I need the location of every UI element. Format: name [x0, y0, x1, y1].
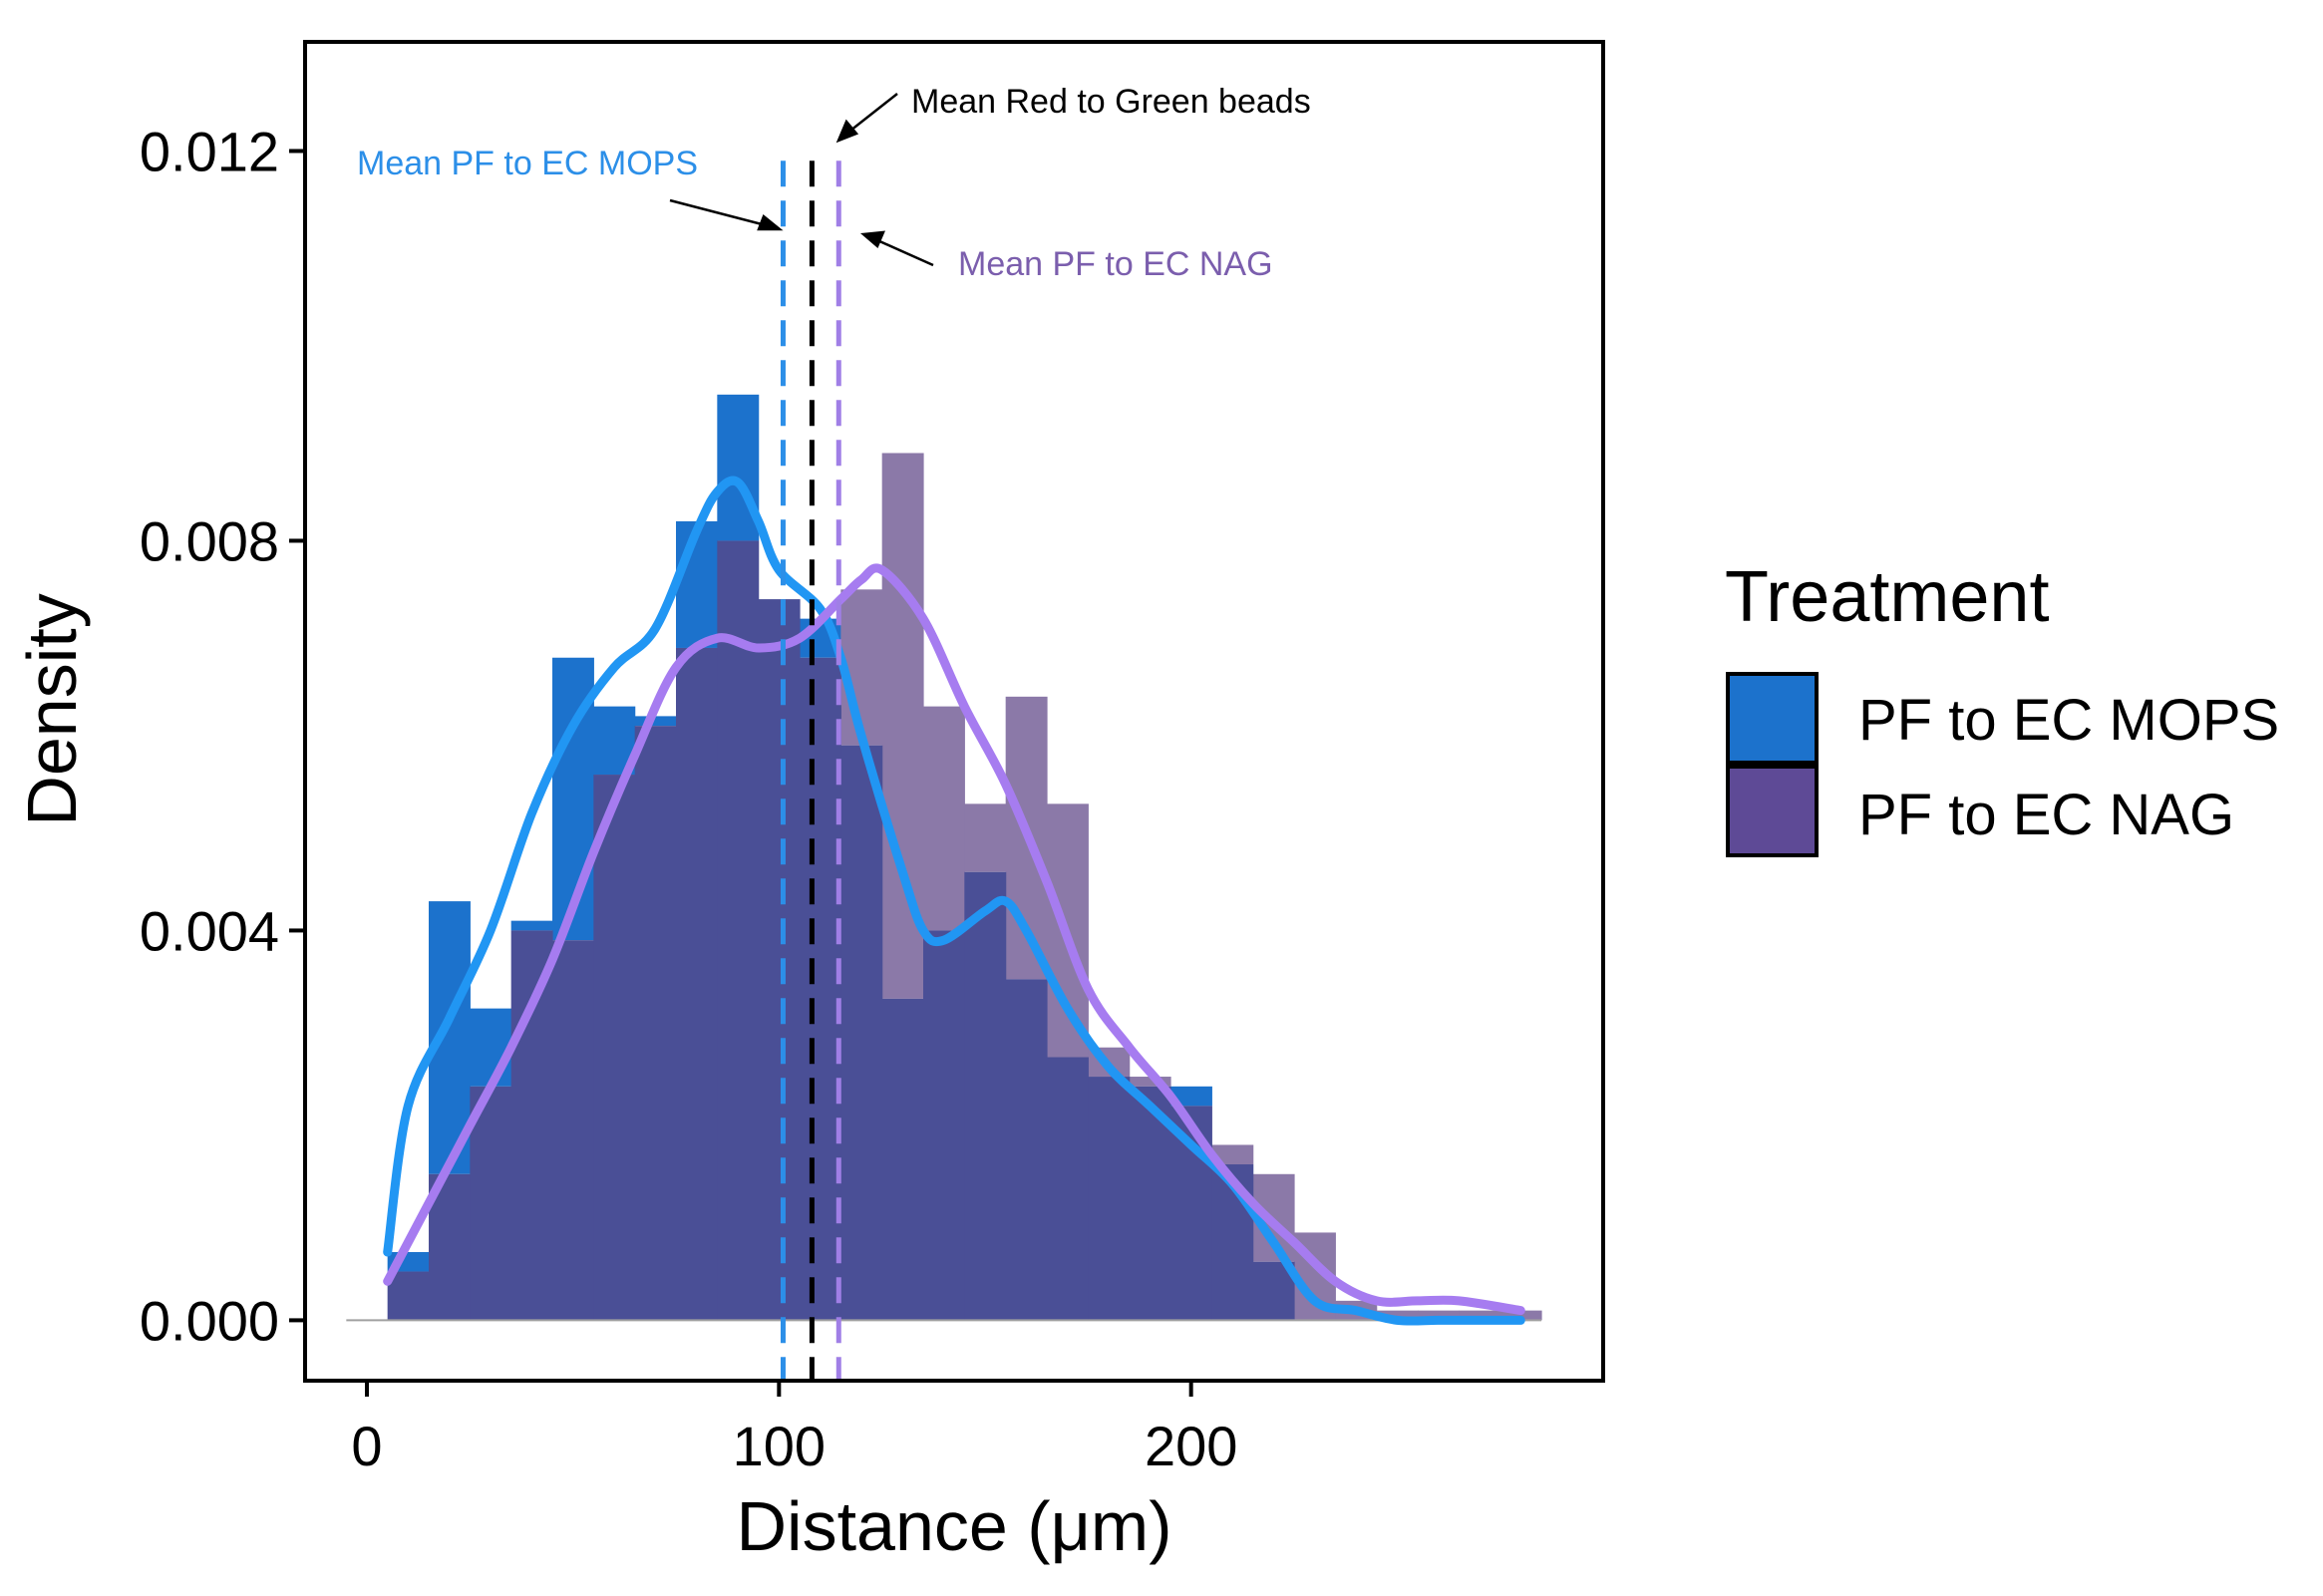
mops-bar: [510, 920, 553, 931]
overlap-bar: [1088, 1077, 1131, 1321]
y-tick-label: 0.004: [140, 899, 279, 962]
annotation-beads: Mean Red to Green beads: [911, 83, 1311, 121]
nag-bar: [964, 803, 1007, 872]
y-axis-title: Density: [13, 593, 91, 825]
arrow-nag: [876, 238, 934, 267]
nag-density-curve: [383, 563, 1525, 1316]
legend: Treatment PF to EC MOPS PF to EC NAG: [1725, 557, 2279, 857]
x-axis-title: Distance (μm): [736, 1487, 1171, 1565]
x-tick-label: 100: [733, 1415, 826, 1477]
mops-bar: [470, 1008, 512, 1087]
overlap-bar: [1005, 979, 1048, 1321]
y-tick-label: 0.000: [140, 1289, 279, 1352]
annotation-arrows: [669, 93, 934, 267]
overlap-bar: [634, 726, 677, 1321]
overlap-bar: [510, 930, 553, 1321]
overlap-bar: [717, 540, 760, 1321]
nag-bar: [1499, 1310, 1542, 1321]
mean-lines: [780, 160, 841, 1381]
overlap-bar: [1170, 1106, 1212, 1321]
arrow-mops: [669, 198, 767, 227]
arrow-head-mops: [757, 213, 784, 231]
legend-label-mops: PF to EC MOPS: [1858, 688, 2279, 753]
nag-bar: [923, 706, 965, 931]
x-axis: 0 100 200: [305, 1379, 1603, 1477]
overlap-bar: [593, 775, 636, 1321]
nag-bar: [1459, 1310, 1501, 1321]
overlap-bar: [552, 940, 594, 1321]
arrow-head-nag: [859, 230, 885, 249]
x-tick-label: 0: [351, 1415, 382, 1477]
overlap-bar: [840, 745, 883, 1321]
overlap-bar: [800, 657, 841, 1321]
y-axis: 0.000 0.004 0.008 0.012: [140, 42, 307, 1381]
overlap-bar: [758, 599, 801, 1321]
x-tick-label: 200: [1145, 1415, 1237, 1477]
nag-bar: [1376, 1310, 1419, 1321]
y-tick-label: 0.008: [140, 509, 279, 572]
arrow-head-beads: [835, 119, 859, 144]
mops-bar: [1170, 1086, 1212, 1107]
nag-bar: [1129, 1077, 1171, 1087]
mops-bar: [634, 716, 677, 727]
mops-bar: [676, 520, 718, 648]
annotation-mops: Mean PF to EC MOPS: [357, 145, 698, 182]
overlap-bar: [923, 930, 965, 1321]
legend-swatch-mops: [1726, 672, 1819, 765]
overlap-bar: [964, 871, 1007, 1321]
legend-title: Treatment: [1725, 557, 2049, 637]
overlap-bar: [470, 1086, 512, 1321]
mean-annotations: Mean PF to EC MOPS Mean Red to Green bea…: [357, 83, 1311, 283]
y-tick-label: 0.012: [140, 120, 279, 182]
overlap-bar: [1047, 1057, 1089, 1321]
overlap-bar: [676, 647, 718, 1321]
annotation-nag: Mean PF to EC NAG: [958, 245, 1273, 283]
mops-density-curve: [383, 476, 1525, 1326]
overlap-bar: [387, 1271, 430, 1321]
legend-swatch-nag: [1726, 765, 1819, 857]
arrow-beads: [849, 93, 898, 132]
overlap-bar: [881, 998, 924, 1321]
legend-label-nag: PF to EC NAG: [1858, 783, 2234, 847]
nag-bar: [1211, 1144, 1254, 1165]
nag-bar: [1418, 1310, 1460, 1321]
